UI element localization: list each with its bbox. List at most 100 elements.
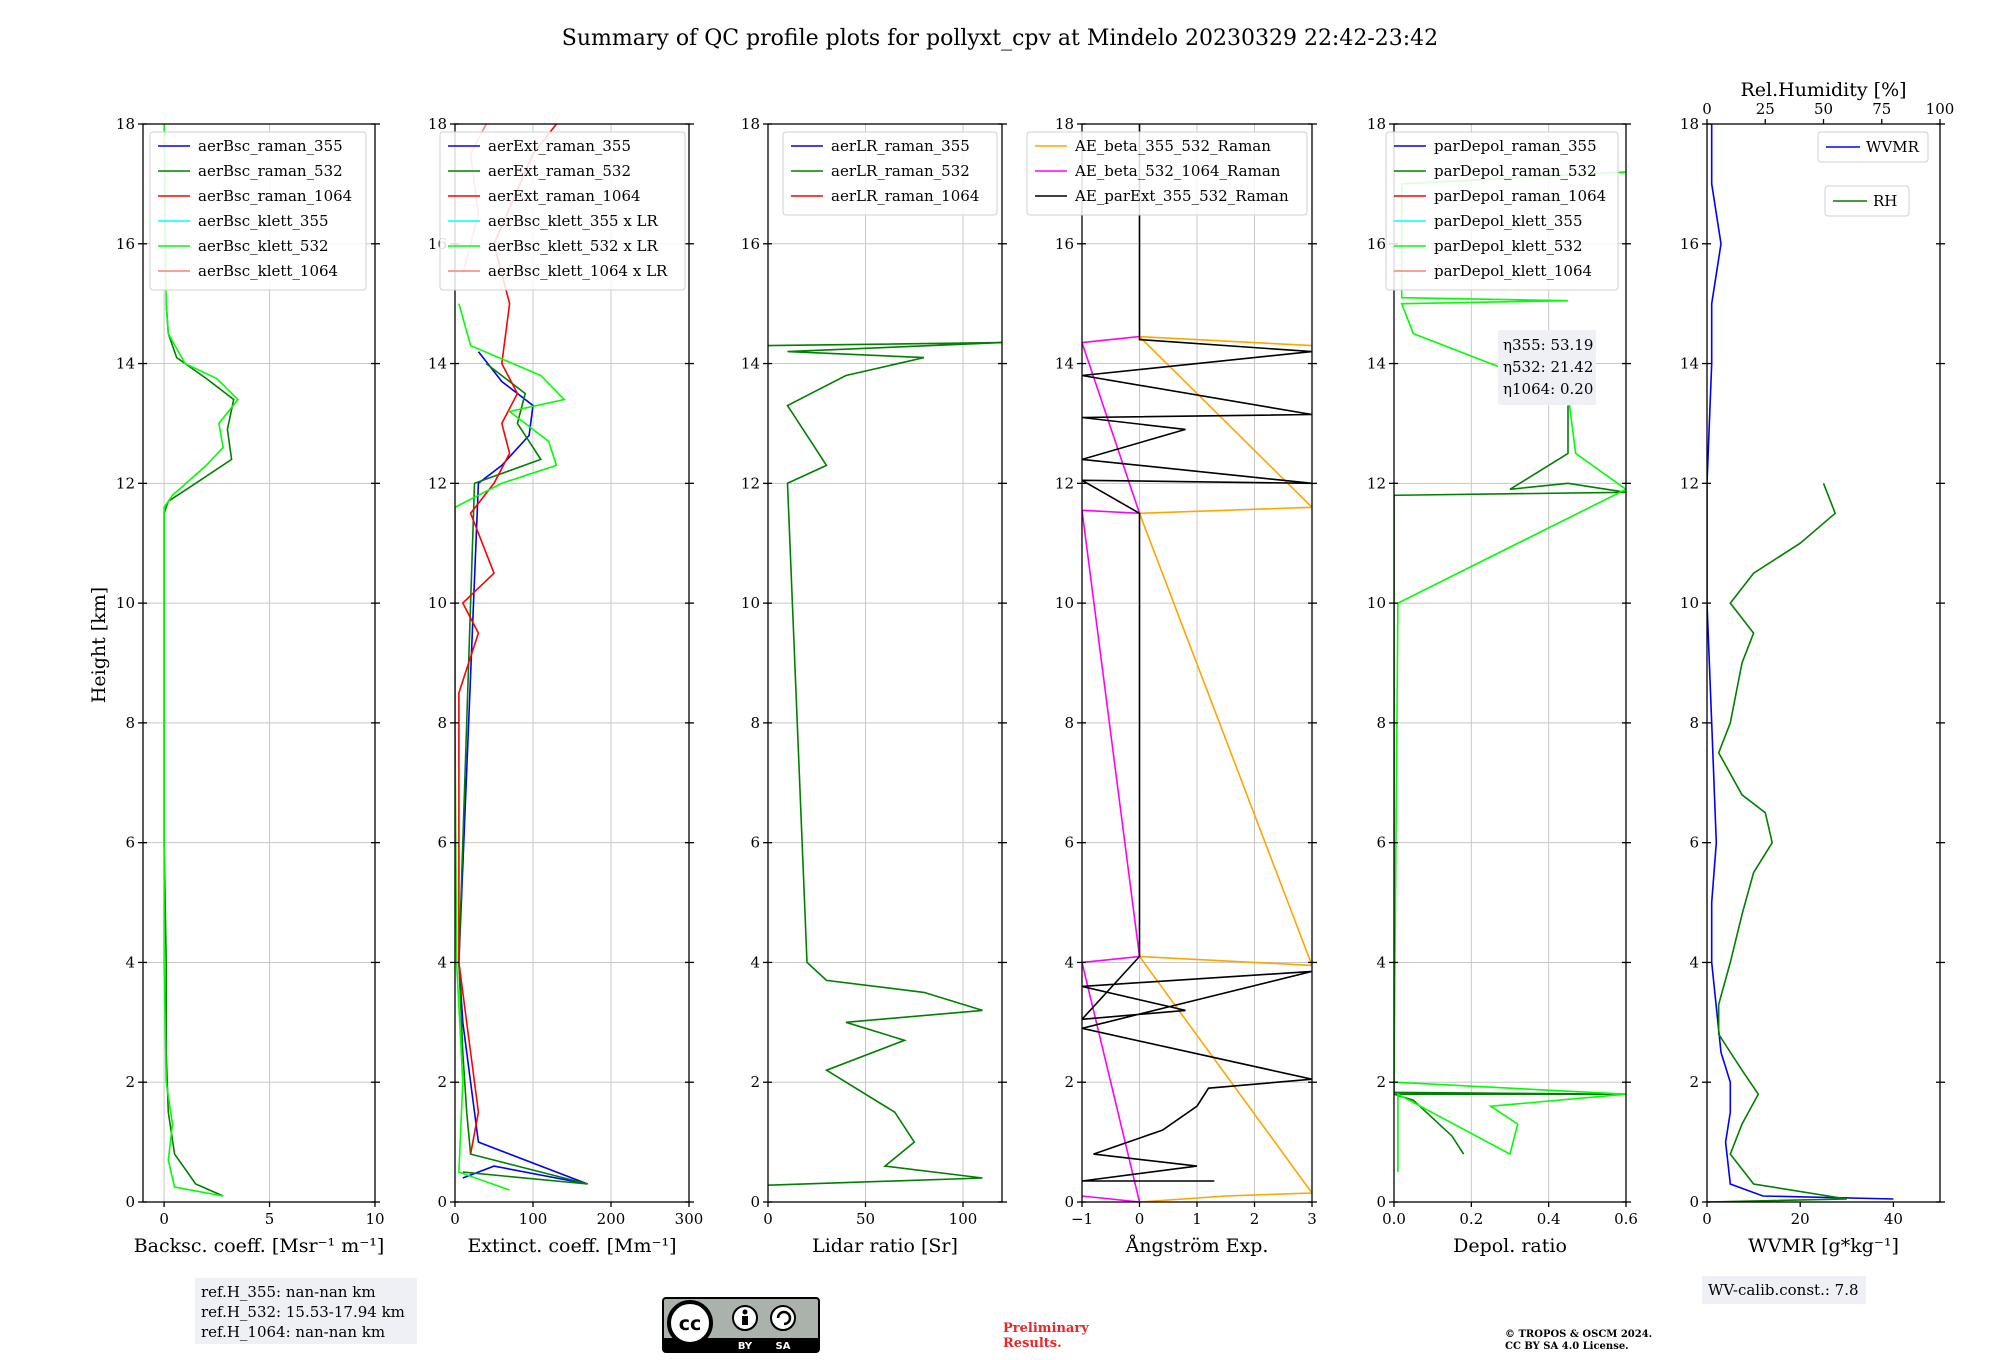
y-tick-label: 16: [116, 235, 135, 253]
panel-5: 0 2 4 6 8 10 12 14 16 18 0.0 0.2 0.4 0.6 Depol. ratio p…: [1367, 115, 1638, 1257]
legend-label: parDepol_klett_355: [1434, 212, 1583, 230]
series-line-aerExt_raman_1064: [458, 124, 558, 1155]
y-tick-label: 10: [116, 594, 135, 612]
y-tick-label: 10: [428, 594, 447, 612]
figure-title: Summary of QC profile plots for pollyxt_…: [562, 26, 1438, 51]
ref-heights-box: ref.H_355: nan-nan km ref.H_532: 15.53-1…: [195, 1278, 417, 1344]
y-tick-label: 14: [1680, 355, 1699, 373]
axes-frame: [767, 123, 1003, 1203]
y-tick-label: 16: [1055, 235, 1074, 253]
series-line-parDepol_klett_532: [1394, 171, 1626, 1173]
y-tick-label: 4: [1064, 953, 1074, 971]
legend-label: aerExt_raman_532: [488, 162, 631, 180]
legend-label: parDepol_klett_532: [1434, 237, 1583, 255]
series-line-AE_beta_532_1064_Raman: [1082, 335, 1141, 1202]
y-tick-label: 2: [1689, 1073, 1699, 1091]
legend-label: aerBsc_klett_532: [198, 237, 329, 255]
legend-label: aerExt_raman_355: [488, 137, 631, 155]
y-tick-label: 8: [1064, 714, 1074, 732]
y-tick-label: 12: [1367, 474, 1386, 492]
y-tick-label: 4: [1689, 953, 1699, 971]
series-line-RH: [1707, 483, 1847, 1202]
legend-rh: RH: [1824, 185, 1910, 217]
legend-label: aerBsc_klett_1064 x LR: [488, 262, 668, 280]
series-line-aerBsc_raman_532: [163, 303, 235, 1197]
series-line-parDepol_raman_532: [1394, 405, 1626, 1155]
x-tick-label: 0: [763, 1210, 773, 1228]
x-tick-label: 0: [159, 1210, 169, 1228]
preliminary-line-2: Results.: [1003, 1336, 1062, 1351]
x-tick-label: 5: [265, 1210, 275, 1228]
legend: parDepol_raman_355 parDepol_raman_532 parD…: [1385, 131, 1619, 291]
x2-tick-label: 100: [1926, 100, 1955, 118]
legend-label: parDepol_klett_1064: [1434, 262, 1592, 280]
cc-by-sa-badge: cc BY SA: [662, 1297, 820, 1353]
ref-height-355: ref.H_355: nan-nan km: [201, 1283, 376, 1301]
y-tick-label: 6: [1064, 834, 1074, 852]
y-tick-label: 12: [741, 474, 760, 492]
legend-label: aerLR_raman_1064: [831, 187, 979, 205]
legend-label: aerBsc_klett_355: [198, 212, 329, 230]
legend-label: AE_beta_355_532_Raman: [1074, 137, 1271, 155]
x-tick-label: 0: [1135, 1210, 1145, 1228]
legend-label: aerBsc_raman_355: [198, 137, 343, 155]
y-tick-label: 18: [741, 115, 760, 133]
y-tick-label: 0: [125, 1193, 135, 1211]
x-tick-label: 200: [597, 1210, 626, 1228]
legend-label: aerBsc_klett_355 x LR: [488, 212, 659, 230]
y-tick-label: 2: [1064, 1073, 1074, 1091]
copyright-line-1: © TROPOS & OSCM 2024.: [1505, 1329, 1652, 1340]
ref-height-532: ref.H_532: 15.53-17.94 km: [201, 1303, 405, 1321]
x2-axis-label: Rel.Humidity [%]: [1740, 79, 1906, 101]
x-axis-label: WVMR [g*kg⁻¹]: [1748, 1235, 1899, 1257]
y-tick-label: 18: [1367, 115, 1386, 133]
legend: aerLR_raman_355 aerLR_raman_532 aerLR_rama…: [782, 131, 998, 216]
y-tick-label: 8: [437, 714, 447, 732]
y-tick-label: 16: [1367, 235, 1386, 253]
y-tick-label: 2: [437, 1073, 447, 1091]
legend-label: aerLR_raman_355: [831, 137, 970, 155]
legend-label: RH: [1873, 192, 1897, 210]
x-tick-label: 0.0: [1382, 1210, 1406, 1228]
legend: AE_beta_355_532_Raman AE_beta_532_1064_Ra…: [1026, 131, 1308, 216]
y-tick-label: 12: [116, 474, 135, 492]
y-tick-label: 18: [1055, 115, 1074, 133]
x2-tick-label: 0: [1702, 100, 1712, 118]
y-tick-label: 6: [125, 834, 135, 852]
legend-label: aerExt_raman_1064: [488, 187, 641, 205]
x-tick-label: 2: [1250, 1210, 1260, 1228]
y-tick-label: 6: [1376, 834, 1386, 852]
x-axis-label: Extinct. coeff. [Mm⁻¹]: [467, 1235, 676, 1257]
eta-value: η355: 53.19: [1503, 336, 1593, 354]
panel-1: 0 2 4 6 8 10 12 14 16 18 0 5 10 Backsc. coeff. [Msr⁻¹…: [116, 115, 385, 1257]
y-tick-label: 0: [1376, 1193, 1386, 1211]
y-tick-label: 8: [1376, 714, 1386, 732]
y-axis-label: Height [km]: [88, 587, 110, 703]
legend-label: parDepol_raman_1064: [1434, 187, 1606, 205]
x-tick-label: 0: [450, 1210, 460, 1228]
x-tick-label: 1: [1192, 1210, 1202, 1228]
y-tick-label: 14: [1055, 355, 1074, 373]
y-tick-label: 0: [750, 1193, 760, 1211]
y-tick-label: 12: [428, 474, 447, 492]
legend-label: aerBsc_klett_532 x LR: [488, 237, 659, 255]
y-tick-label: 10: [1680, 594, 1699, 612]
legend-label: parDepol_raman_532: [1434, 162, 1597, 180]
x2-tick-label: 75: [1872, 100, 1891, 118]
series-line-WVMR: [1707, 124, 1894, 1200]
eta-value: η532: 21.42: [1503, 358, 1593, 376]
x-tick-label: 0: [1702, 1210, 1712, 1228]
y-tick-label: 4: [125, 953, 135, 971]
x-axis-label: Lidar ratio [Sr]: [812, 1235, 958, 1257]
x-axis-label: Ångström Exp.: [1125, 1235, 1269, 1257]
x-tick-label: 0.4: [1537, 1210, 1561, 1228]
x-tick-label: 100: [519, 1210, 548, 1228]
y-tick-label: 16: [1680, 235, 1699, 253]
legend-label: WVMR: [1866, 138, 1920, 156]
eta-box: η355: 53.19 η532: 21.42 η1064: 0.20: [1498, 330, 1596, 405]
y-tick-label: 6: [750, 834, 760, 852]
